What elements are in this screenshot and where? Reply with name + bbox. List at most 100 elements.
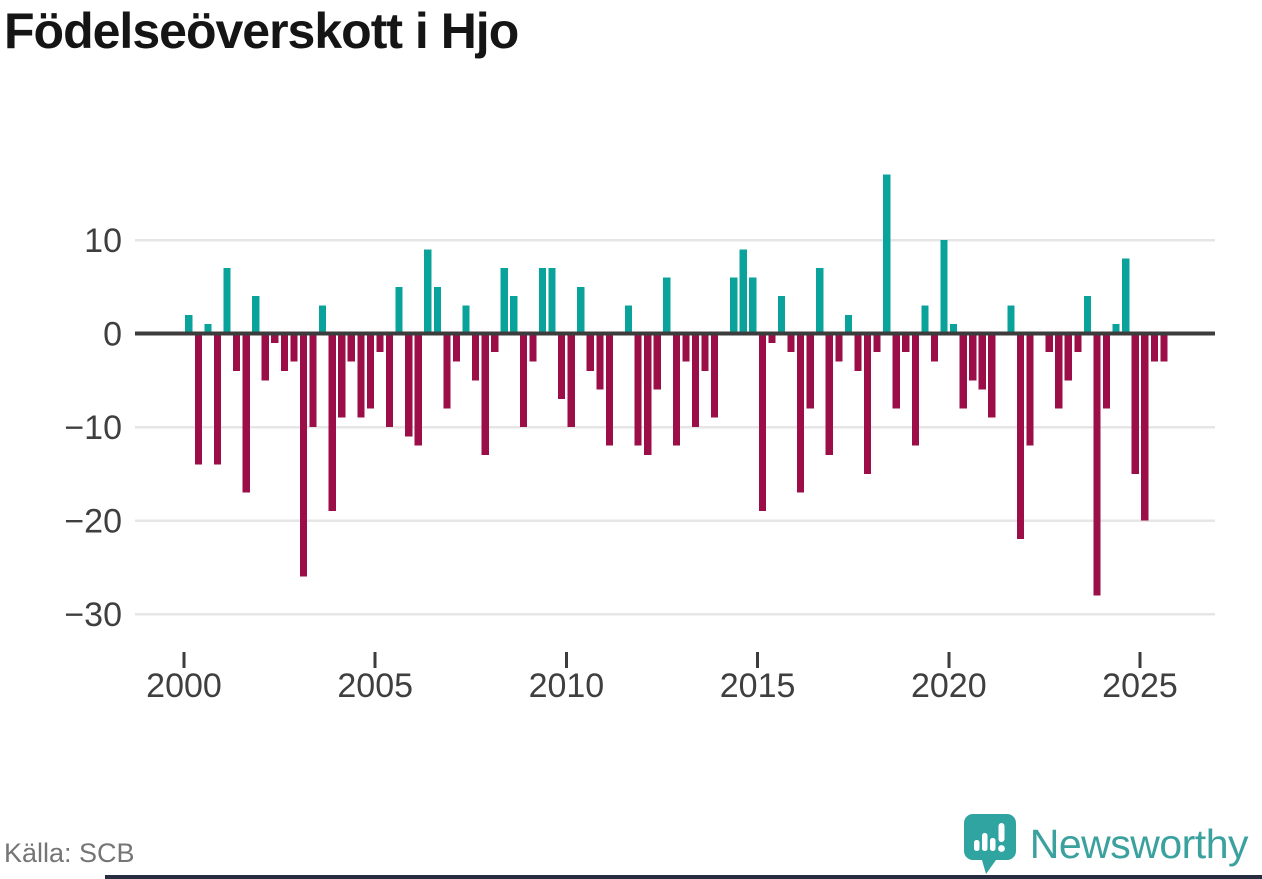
- y-tick-label: −10: [64, 409, 122, 447]
- x-tick-label: 2020: [911, 667, 987, 705]
- bar: [892, 333, 900, 409]
- bar: [739, 249, 747, 334]
- bar: [624, 305, 633, 334]
- bar: [472, 333, 480, 381]
- bar: [701, 333, 709, 371]
- bar: [1026, 333, 1034, 446]
- logo-bar-2: [981, 833, 988, 851]
- bar: [233, 333, 241, 371]
- bar: [950, 324, 958, 334]
- bar: [883, 174, 891, 334]
- y-tick-label: −30: [64, 596, 122, 634]
- bar: [1141, 333, 1149, 521]
- bar: [1016, 333, 1025, 540]
- bar: [433, 286, 441, 334]
- bar: [921, 305, 929, 334]
- bar: [1112, 324, 1120, 334]
- bar: [816, 268, 824, 334]
- x-tick-label: 2025: [1102, 667, 1178, 705]
- bar: [777, 296, 786, 334]
- bar: [338, 333, 346, 418]
- bar: [959, 333, 967, 409]
- bar: [1083, 296, 1092, 334]
- bar: [204, 324, 212, 334]
- bar: [223, 268, 231, 334]
- bar: [758, 333, 766, 512]
- bar: [978, 333, 986, 390]
- bar: [682, 333, 690, 362]
- newsworthy-logo-icon: [963, 814, 1016, 874]
- bar: [1160, 333, 1168, 362]
- x-tick-label: 2005: [337, 667, 413, 705]
- bar: [672, 333, 680, 446]
- logo-exclamation-stem: [998, 823, 1005, 842]
- bar: [930, 333, 939, 362]
- logo-bar-3: [989, 838, 996, 851]
- x-tick-label: 2015: [720, 667, 796, 705]
- bar: [567, 333, 575, 427]
- bar: [1064, 333, 1072, 381]
- bar: [1102, 333, 1111, 409]
- bar: [1093, 333, 1101, 596]
- bar: [863, 333, 872, 474]
- bar: [252, 296, 260, 334]
- bar: [596, 333, 604, 390]
- bar: [577, 286, 585, 334]
- bar: [1074, 333, 1082, 353]
- bar: [414, 333, 422, 446]
- bar: [911, 333, 919, 446]
- bar: [1045, 333, 1053, 353]
- brand-link[interactable]: Newsworthy: [963, 813, 1249, 875]
- bar: [271, 333, 279, 343]
- x-tick-label: 2010: [529, 667, 605, 705]
- bar: [1150, 333, 1158, 362]
- bar: [443, 333, 451, 409]
- bar: [462, 305, 470, 334]
- bar: [1131, 333, 1139, 474]
- bottom-strip: [105, 875, 1262, 879]
- bar: [385, 333, 394, 427]
- bar: [806, 333, 814, 409]
- bar: [357, 333, 365, 418]
- bar: [500, 268, 508, 334]
- bar: [653, 333, 661, 390]
- bar: [328, 333, 336, 512]
- bar: [844, 314, 853, 334]
- bar: [1007, 305, 1015, 334]
- bar: [854, 333, 862, 371]
- bar: [548, 268, 556, 334]
- bar: [261, 333, 269, 381]
- bar: [988, 333, 996, 418]
- bar: [825, 333, 833, 456]
- bar: [194, 333, 202, 465]
- bar: [749, 277, 757, 334]
- brand-name: Newsworthy: [1029, 820, 1249, 867]
- bar: [835, 333, 843, 362]
- logo-exclamation-dot: [997, 845, 1005, 852]
- bar: [787, 333, 795, 353]
- bar: [299, 333, 308, 577]
- y-tick-label: 0: [103, 315, 122, 353]
- y-tick-label: −20: [64, 502, 122, 540]
- chart-title: Födelseöverskott i Hjo: [4, 3, 519, 59]
- bar: [242, 333, 250, 493]
- bar: [452, 333, 461, 362]
- bar: [1122, 258, 1130, 334]
- bar: [644, 333, 652, 456]
- bar: [663, 277, 671, 334]
- bar: [347, 333, 355, 362]
- bar: [940, 240, 948, 334]
- y-tick-label: 10: [84, 222, 122, 260]
- bar: [558, 333, 566, 399]
- bar: [185, 314, 193, 334]
- bar: [605, 333, 614, 446]
- logo-bar-1: [973, 840, 980, 851]
- bar: [529, 333, 537, 362]
- bar: [319, 305, 327, 334]
- bar: [768, 333, 776, 343]
- bar: [1055, 333, 1063, 409]
- bar: [366, 333, 375, 409]
- bar: [538, 268, 547, 334]
